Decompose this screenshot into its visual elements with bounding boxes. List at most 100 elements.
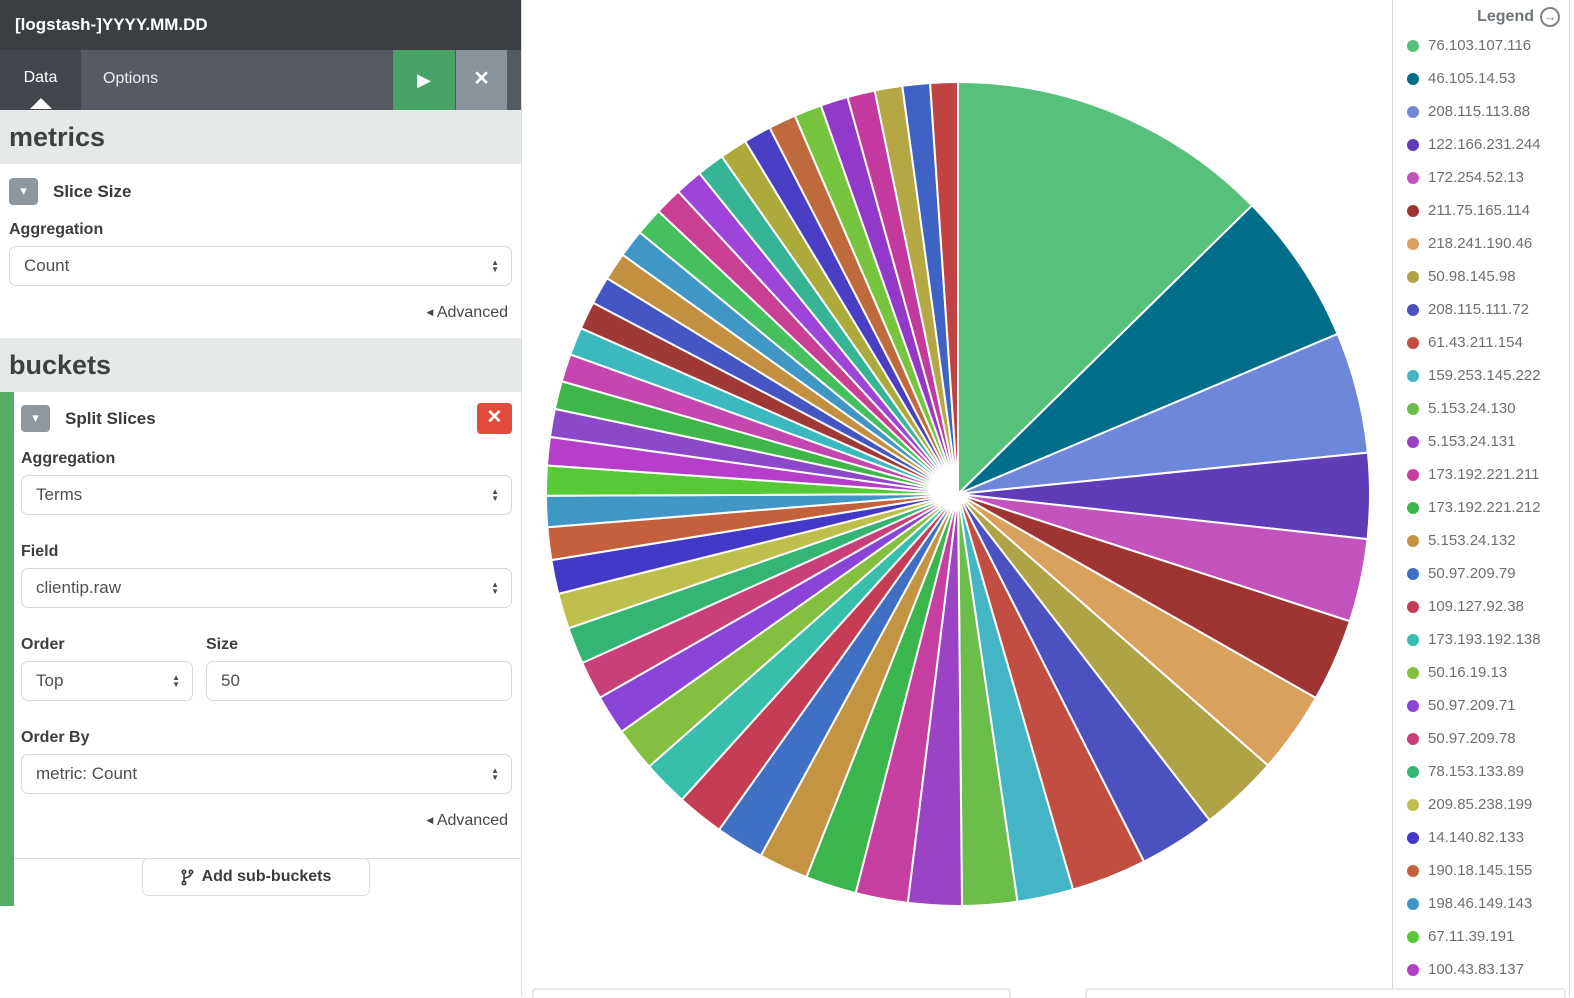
visualization-editor-sidebar: [logstash-]YYYY.MM.DD Data Options ▶ × m…	[0, 0, 522, 996]
legend-item[interactable]: 50.98.145.98	[1393, 260, 1569, 293]
bucket-footer: Add sub-buckets	[14, 858, 521, 900]
legend-item[interactable]: 50.97.209.79	[1393, 557, 1569, 590]
legend-item[interactable]: 100.43.83.137	[1393, 953, 1569, 986]
buckets-section-header: buckets	[0, 338, 521, 392]
legend-color-dot	[1407, 105, 1419, 118]
triangle-left-icon: ◀	[426, 815, 434, 825]
legend-item-label: 198.46.149.143	[1428, 895, 1533, 912]
legend-item[interactable]: 78.153.133.89	[1393, 755, 1569, 788]
legend-item[interactable]: 159.253.145.222	[1393, 359, 1569, 392]
legend-color-dot	[1407, 864, 1419, 877]
legend-item[interactable]: 172.254.52.13	[1393, 161, 1569, 194]
legend-item[interactable]: 50.97.209.71	[1393, 689, 1569, 722]
size-label: Size	[206, 636, 239, 653]
select-arrows-icon: ▲ ▼	[172, 673, 180, 689]
add-sub-buckets-label: Add sub-buckets	[201, 868, 332, 885]
legend-color-dot	[1407, 468, 1419, 481]
legend-item-label: 211.75.165.114	[1428, 202, 1531, 219]
legend-item[interactable]: 5.153.24.132	[1393, 524, 1569, 557]
pie-slice-76.103.107.116[interactable]	[957, 81, 1254, 495]
legend-color-dot	[1407, 435, 1419, 448]
legend-item[interactable]: 122.166.231.244	[1393, 128, 1569, 161]
legend-item-label: 208.115.111.72	[1428, 301, 1529, 318]
legend-color-dot	[1407, 765, 1419, 778]
legend-item-label: 173.193.192.138	[1428, 631, 1541, 648]
legend-item-label: 67.11.39.191	[1428, 928, 1515, 945]
legend-item-list: 76.103.107.116 46.105.14.53 208.115.113.88…	[1393, 29, 1569, 986]
active-tab-caret-icon	[29, 98, 52, 109]
legend-color-dot	[1407, 237, 1419, 250]
legend-item[interactable]: 50.97.209.78	[1393, 722, 1569, 755]
legend-item[interactable]: 218.241.190.46	[1393, 227, 1569, 260]
legend-item[interactable]: 67.11.39.191	[1393, 920, 1569, 953]
legend-item[interactable]: 173.193.192.138	[1393, 623, 1569, 656]
metrics-aggregation-label: Aggregation	[9, 221, 104, 238]
slice-size-collapse-button[interactable]: ▾	[9, 178, 38, 205]
legend-color-dot	[1407, 369, 1419, 382]
pie-chart	[544, 81, 1371, 907]
metrics-advanced-toggle[interactable]: ◀ Advanced	[9, 286, 512, 336]
order-by-select[interactable]: metric: Count ▲ ▼	[21, 754, 512, 794]
legend-item-label: 14.140.82.133	[1428, 829, 1524, 846]
legend-item-label: 190.18.145.155	[1428, 862, 1533, 879]
buckets-field-label: Field	[21, 543, 59, 560]
legend-item-label: 122.166.231.244	[1428, 136, 1541, 153]
legend-item-label: 5.153.24.132	[1428, 532, 1516, 549]
legend-item-label: 159.253.145.222	[1428, 367, 1541, 384]
apply-changes-button[interactable]: ▶	[393, 50, 455, 110]
legend-item[interactable]: 208.115.111.72	[1393, 293, 1569, 326]
remove-bucket-button[interactable]: ✕	[477, 403, 512, 434]
buckets-field-select[interactable]: clientip.raw ▲ ▼	[21, 568, 512, 608]
legend-item-label: 109.127.92.38	[1428, 598, 1524, 615]
tab-options[interactable]: Options	[82, 50, 158, 110]
legend-item-label: 172.254.52.13	[1428, 169, 1524, 186]
select-arrows-icon: ▲ ▼	[491, 258, 499, 274]
legend-color-dot	[1407, 600, 1419, 613]
add-sub-buckets-button[interactable]: Add sub-buckets	[142, 858, 370, 896]
legend-color-dot	[1407, 930, 1419, 943]
buckets-advanced-toggle[interactable]: ◀ Advanced	[21, 794, 512, 844]
spy-panel-right[interactable]	[1085, 988, 1566, 998]
editor-tab-bar: Data Options ▶ ×	[0, 50, 521, 110]
legend-item[interactable]: 208.115.113.88	[1393, 95, 1569, 128]
legend-item-label: 78.153.133.89	[1428, 763, 1524, 780]
tab-options-label: Options	[103, 70, 159, 87]
size-input[interactable]: 50	[206, 661, 512, 701]
split-slices-collapse-button[interactable]: ▾	[21, 405, 50, 432]
metrics-aggregation-select[interactable]: Count ▲ ▼	[9, 246, 512, 286]
buckets-advanced-label: Advanced	[436, 812, 508, 829]
buckets-aggregation-select[interactable]: Terms ▲ ▼	[21, 475, 512, 515]
legend-collapse-arrow-icon[interactable]: →	[1540, 7, 1560, 27]
legend-item[interactable]: 5.153.24.131	[1393, 425, 1569, 458]
select-arrows-icon: ▲ ▼	[491, 487, 499, 503]
order-select[interactable]: Top ▲ ▼	[21, 661, 193, 701]
legend-item[interactable]: 211.75.165.114	[1393, 194, 1569, 227]
legend-item[interactable]: 198.46.149.143	[1393, 887, 1569, 920]
tab-data[interactable]: Data	[0, 50, 81, 110]
legend-item-label: 5.153.24.131	[1428, 433, 1516, 450]
legend-item[interactable]: 209.85.238.199	[1393, 788, 1569, 821]
legend-item[interactable]: 190.18.145.155	[1393, 854, 1569, 887]
fork-icon	[181, 868, 194, 886]
legend-item[interactable]: 50.16.19.13	[1393, 656, 1569, 689]
pie-slice-46.105.14.53[interactable]	[957, 204, 1339, 495]
legend-item[interactable]: 76.103.107.116	[1393, 29, 1569, 62]
triangle-left-icon: ◀	[426, 307, 434, 317]
order-label: Order	[21, 636, 65, 653]
legend-item[interactable]: 61.43.211.154	[1393, 326, 1569, 359]
tab-data-label: Data	[23, 69, 58, 86]
pie-slice[interactable]	[929, 81, 959, 495]
legend-item-label: 50.16.19.13	[1428, 664, 1508, 681]
legend-item[interactable]: 173.192.221.211	[1393, 458, 1569, 491]
close-icon: ×	[474, 64, 489, 92]
buckets-field-value: clientip.raw	[36, 578, 122, 597]
legend-item[interactable]: 14.140.82.133	[1393, 821, 1569, 854]
discard-changes-button[interactable]: ×	[456, 50, 507, 110]
legend-item[interactable]: 109.127.92.38	[1393, 590, 1569, 623]
legend-item[interactable]: 173.192.221.212	[1393, 491, 1569, 524]
legend-color-dot	[1407, 732, 1419, 745]
bucket-editor: ▾ Split Slices ✕ Aggregation Terms ▲ ▼ Fi…	[0, 392, 521, 906]
legend-item[interactable]: 46.105.14.53	[1393, 62, 1569, 95]
legend-item[interactable]: 5.153.24.130	[1393, 392, 1569, 425]
spy-panel-left[interactable]	[532, 988, 1011, 998]
